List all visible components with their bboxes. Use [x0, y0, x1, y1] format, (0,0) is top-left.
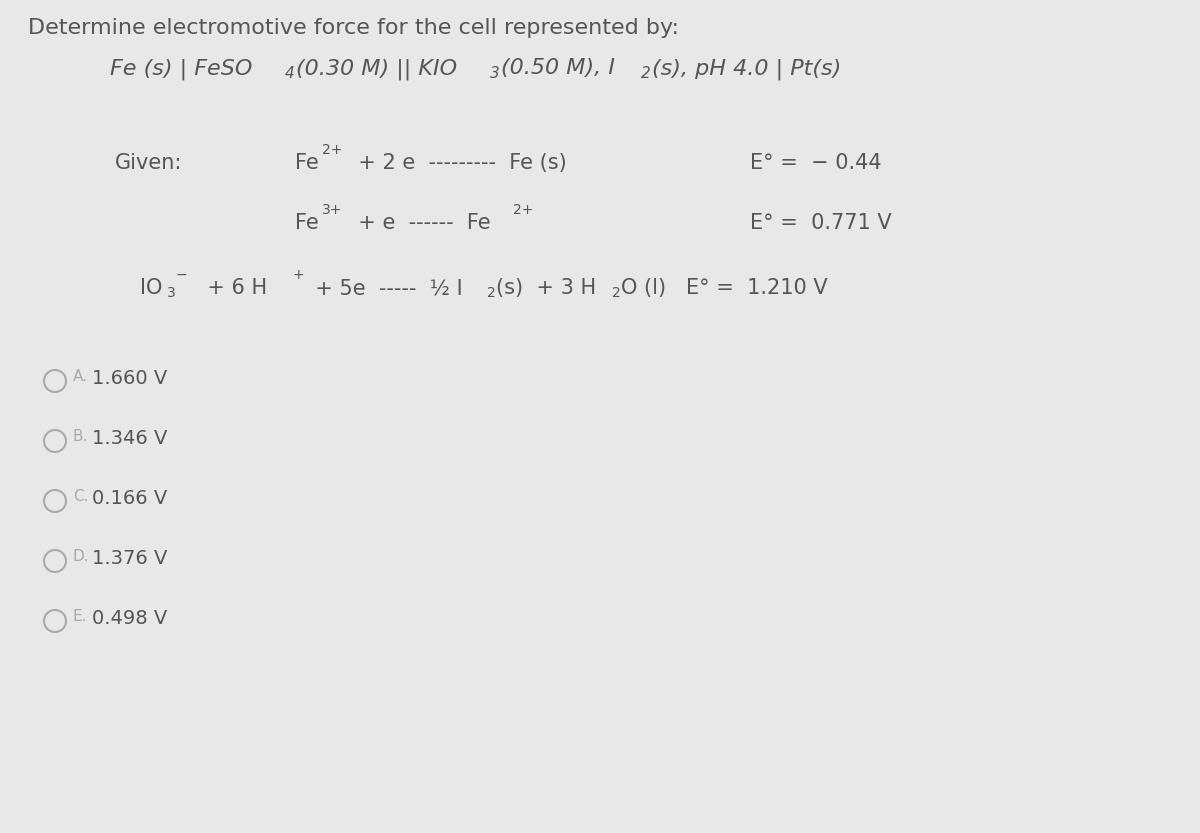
- Text: 2+: 2+: [514, 203, 533, 217]
- Text: 2: 2: [612, 286, 620, 300]
- Text: 1.346 V: 1.346 V: [92, 429, 167, 448]
- Text: +: +: [292, 268, 304, 282]
- Text: Fe (s) | FeSO: Fe (s) | FeSO: [110, 58, 252, 79]
- Text: (0.30 M) || KIO: (0.30 M) || KIO: [296, 58, 457, 79]
- Text: E° =  0.771 V: E° = 0.771 V: [750, 213, 892, 233]
- Text: Determine electromotive force for the cell represented by:: Determine electromotive force for the ce…: [28, 18, 679, 38]
- Text: 2: 2: [641, 66, 650, 81]
- Text: + 2 e  ---------  Fe (s): + 2 e --------- Fe (s): [346, 153, 566, 173]
- Text: B.: B.: [73, 429, 89, 444]
- Text: D.: D.: [73, 549, 90, 564]
- Text: Fe: Fe: [295, 153, 319, 173]
- Text: 2: 2: [487, 286, 496, 300]
- Text: A.: A.: [73, 369, 88, 384]
- Text: C.: C.: [73, 489, 89, 504]
- Text: 0.498 V: 0.498 V: [92, 609, 167, 628]
- Text: E.: E.: [73, 609, 88, 624]
- Text: + 6 H: + 6 H: [194, 278, 268, 298]
- Text: Fe: Fe: [295, 213, 319, 233]
- Text: + 5e  -----  ½ I: + 5e ----- ½ I: [302, 278, 463, 298]
- Text: 1.376 V: 1.376 V: [92, 549, 167, 568]
- Text: + e  ------  Fe: + e ------ Fe: [346, 213, 491, 233]
- Text: (s), pH 4.0 | Pt(s): (s), pH 4.0 | Pt(s): [652, 58, 841, 79]
- Text: IO: IO: [140, 278, 162, 298]
- Text: (s)  + 3 H: (s) + 3 H: [496, 278, 596, 298]
- Text: 0.166 V: 0.166 V: [92, 489, 167, 508]
- Text: 2+: 2+: [322, 143, 342, 157]
- Text: 3: 3: [167, 286, 175, 300]
- Text: 1.660 V: 1.660 V: [92, 369, 167, 388]
- Text: Given:: Given:: [115, 153, 182, 173]
- Text: (0.50 M), I: (0.50 M), I: [502, 58, 616, 78]
- Text: O (l)   E° =  1.210 V: O (l) E° = 1.210 V: [622, 278, 828, 298]
- Text: 4: 4: [286, 66, 295, 81]
- Text: E° =  − 0.44: E° = − 0.44: [750, 153, 882, 173]
- Text: 3+: 3+: [322, 203, 342, 217]
- Text: 3: 3: [490, 66, 499, 81]
- Text: −: −: [176, 268, 187, 282]
